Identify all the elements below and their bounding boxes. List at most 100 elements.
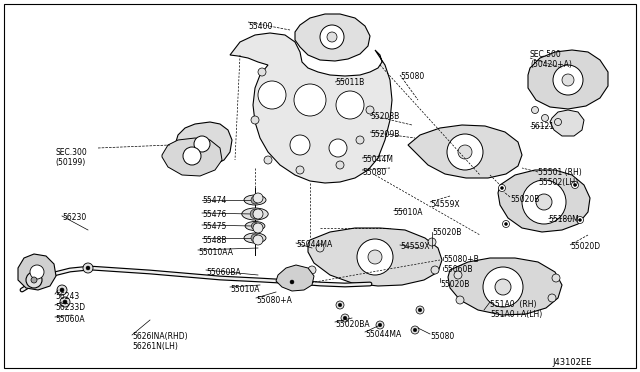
Circle shape <box>183 147 201 165</box>
Text: SEC.300
(50199): SEC.300 (50199) <box>55 148 87 167</box>
Circle shape <box>531 106 538 113</box>
Text: 55209B: 55209B <box>370 130 399 139</box>
Circle shape <box>577 217 584 224</box>
Circle shape <box>251 234 259 242</box>
Ellipse shape <box>242 208 268 220</box>
Circle shape <box>327 32 337 42</box>
Polygon shape <box>162 138 222 176</box>
Text: 55011B: 55011B <box>335 78 364 87</box>
Circle shape <box>428 238 436 246</box>
Circle shape <box>258 68 266 76</box>
Text: 55010AA: 55010AA <box>198 248 233 257</box>
Circle shape <box>356 136 364 144</box>
Text: 55180M: 55180M <box>548 215 579 224</box>
Circle shape <box>376 321 384 329</box>
Circle shape <box>194 136 210 152</box>
Text: 55474: 55474 <box>202 196 227 205</box>
Ellipse shape <box>245 221 265 231</box>
Circle shape <box>253 235 263 245</box>
Circle shape <box>258 81 286 109</box>
Text: 55020B: 55020B <box>510 195 540 204</box>
Polygon shape <box>175 122 232 166</box>
Circle shape <box>554 119 561 125</box>
Circle shape <box>253 193 263 203</box>
Circle shape <box>287 277 297 287</box>
Circle shape <box>522 180 566 224</box>
Text: 55010A: 55010A <box>393 208 422 217</box>
Circle shape <box>336 301 344 309</box>
Text: 55080: 55080 <box>400 72 424 81</box>
Circle shape <box>30 265 44 279</box>
Circle shape <box>60 297 70 307</box>
Circle shape <box>329 139 347 157</box>
Text: 5548B: 5548B <box>202 236 227 245</box>
Circle shape <box>456 296 464 304</box>
Circle shape <box>336 91 364 119</box>
Circle shape <box>573 183 577 186</box>
Circle shape <box>553 65 583 95</box>
Circle shape <box>338 303 342 307</box>
Text: 55044MA: 55044MA <box>365 330 401 339</box>
Circle shape <box>264 156 272 164</box>
Circle shape <box>368 250 382 264</box>
Circle shape <box>86 266 90 270</box>
Circle shape <box>320 25 344 49</box>
Text: 55060B: 55060B <box>443 265 472 274</box>
Circle shape <box>552 274 560 282</box>
Text: 5626INA(RHD)
56261N(LH): 5626INA(RHD) 56261N(LH) <box>132 332 188 352</box>
Circle shape <box>548 294 556 302</box>
Circle shape <box>502 221 509 228</box>
Circle shape <box>562 74 574 86</box>
Polygon shape <box>276 265 314 291</box>
Circle shape <box>431 266 439 274</box>
Text: 56233D: 56233D <box>55 303 85 312</box>
Circle shape <box>253 209 263 219</box>
Polygon shape <box>408 125 522 178</box>
Circle shape <box>336 161 344 169</box>
Circle shape <box>250 209 260 219</box>
Circle shape <box>418 308 422 312</box>
Circle shape <box>500 186 504 189</box>
Circle shape <box>378 323 382 327</box>
Ellipse shape <box>244 195 266 205</box>
Circle shape <box>294 84 326 116</box>
Text: J43102EE: J43102EE <box>552 358 591 367</box>
Circle shape <box>504 222 508 225</box>
Text: 55060A: 55060A <box>55 315 84 324</box>
Circle shape <box>31 277 37 283</box>
Polygon shape <box>295 14 370 61</box>
Polygon shape <box>308 228 442 286</box>
Text: 55080: 55080 <box>430 332 454 341</box>
Text: 55501 (RH)
55502(LH): 55501 (RH) 55502(LH) <box>538 168 582 187</box>
Circle shape <box>572 182 579 189</box>
Ellipse shape <box>244 233 266 243</box>
Text: 55080+A: 55080+A <box>256 296 292 305</box>
Text: 551A0  (RH)
551A0+A(LH): 551A0 (RH) 551A0+A(LH) <box>490 300 542 320</box>
Circle shape <box>341 314 349 322</box>
Circle shape <box>290 135 310 155</box>
Circle shape <box>483 267 523 307</box>
Circle shape <box>60 288 64 292</box>
Text: 56121: 56121 <box>530 122 554 131</box>
Circle shape <box>63 300 67 304</box>
Circle shape <box>251 116 259 124</box>
Circle shape <box>253 223 263 233</box>
Text: 55208B: 55208B <box>370 112 399 121</box>
Polygon shape <box>528 50 608 109</box>
Circle shape <box>413 328 417 332</box>
Text: SEC.500
(50420+A): SEC.500 (50420+A) <box>530 50 572 70</box>
Circle shape <box>416 306 424 314</box>
Circle shape <box>411 326 419 334</box>
Text: 55060BA: 55060BA <box>206 268 241 277</box>
Circle shape <box>579 218 582 221</box>
Circle shape <box>316 244 324 252</box>
Polygon shape <box>550 110 584 136</box>
Circle shape <box>296 166 304 174</box>
Text: 56243: 56243 <box>55 292 79 301</box>
Circle shape <box>252 222 259 230</box>
Text: 55476: 55476 <box>202 210 227 219</box>
Circle shape <box>308 266 316 274</box>
Circle shape <box>495 279 511 295</box>
Polygon shape <box>230 33 392 183</box>
Polygon shape <box>18 254 56 290</box>
